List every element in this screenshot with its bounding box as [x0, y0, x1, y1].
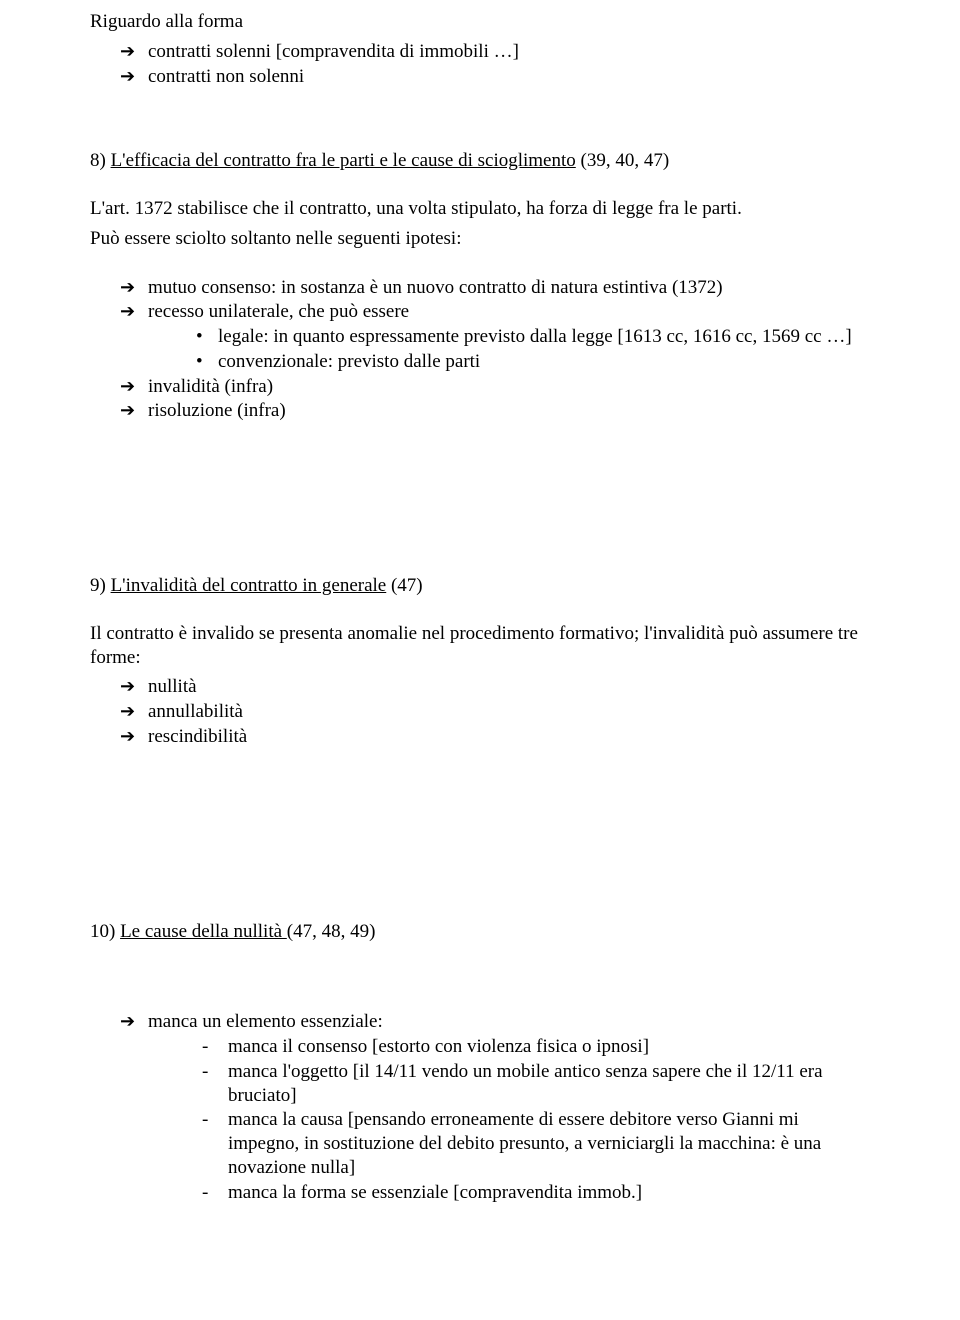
heading-suffix: (39, 40, 47) [576, 150, 669, 171]
list-item: manca l'oggetto [il 14/11 vendo un mobil… [196, 1060, 870, 1108]
list-item: risoluzione (infra) [120, 399, 870, 423]
list-item: contratti solenni [compravendita di immo… [120, 40, 870, 64]
heading-suffix: (47) [386, 575, 422, 596]
list-item: mutuo consenso: in sostanza è un nuovo c… [120, 276, 870, 300]
heading-underlined: L'efficacia del contratto fra le parti e… [111, 150, 576, 171]
heading-suffix: (47, 48, 49) [287, 921, 376, 942]
list-item: invalidità (infra) [120, 375, 870, 399]
paragraph: Può essere sciolto soltanto nelle seguen… [90, 227, 870, 251]
document-page: Riguardo alla forma contratti solenni [c… [0, 0, 960, 1245]
section-10-heading: 10) Le cause della nullità (47, 48, 49) [90, 920, 870, 944]
heading-underlined: L'invalidità del contratto in generale [111, 575, 387, 596]
heading-prefix: 10) [90, 921, 120, 942]
heading-prefix: 8) [90, 150, 111, 171]
list-item: manca la causa [pensando erroneamente di… [196, 1108, 870, 1179]
forma-list: contratti solenni [compravendita di immo… [120, 40, 870, 89]
list-item: manca la forma se essenziale [compravend… [196, 1181, 870, 1205]
list-item: annullabilità [120, 700, 870, 724]
list-item: rescindibilità [120, 725, 870, 749]
nullita-list: manca un elemento essenziale: manca il c… [120, 1010, 870, 1204]
section-forma-title: Riguardo alla forma [90, 10, 870, 34]
list-item: nullità [120, 675, 870, 699]
list-item: contratti non solenni [120, 65, 870, 89]
nullita-sublist: manca il consenso [estorto con violenza … [196, 1035, 870, 1204]
paragraph: L'art. 1372 stabilisce che il contratto,… [90, 197, 870, 221]
invalidita-list: nullità annullabilità rescindibilità [120, 675, 870, 748]
section-9-heading: 9) L'invalidità del contratto in general… [90, 574, 870, 598]
list-item: convenzionale: previsto dalle parti [196, 350, 870, 374]
recesso-sublist: legale: in quanto espressamente previsto… [196, 325, 870, 374]
section-8-heading: 8) L'efficacia del contratto fra le part… [90, 149, 870, 173]
list-item: legale: in quanto espressamente previsto… [196, 325, 870, 349]
list-item: manca il consenso [estorto con violenza … [196, 1035, 870, 1059]
scioglimento-list: mutuo consenso: in sostanza è un nuovo c… [120, 276, 870, 424]
list-item: recesso unilaterale, che può essere lega… [120, 300, 870, 373]
list-item-label: recesso unilaterale, che può essere [148, 301, 409, 322]
heading-underlined: Le cause della nullità [120, 921, 287, 942]
heading-prefix: 9) [90, 575, 111, 596]
list-item: manca un elemento essenziale: manca il c… [120, 1010, 870, 1204]
paragraph: Il contratto è invalido se presenta anom… [90, 622, 870, 670]
list-item-label: manca un elemento essenziale: [148, 1011, 383, 1032]
